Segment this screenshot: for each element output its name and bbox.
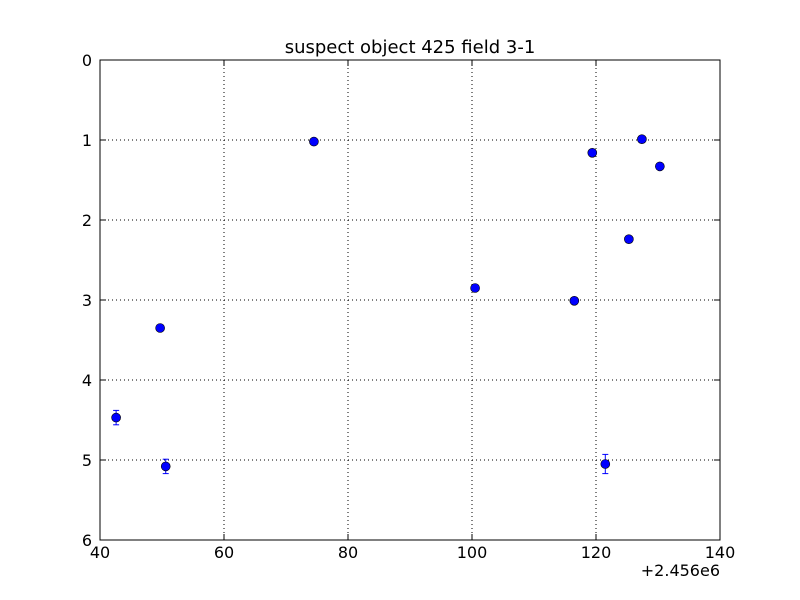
point	[569, 295, 580, 306]
plot-frame	[99, 59, 721, 541]
point	[600, 459, 611, 469]
x-tick-label: 40	[90, 543, 110, 562]
point	[655, 161, 665, 172]
y-tick-label: 5	[82, 451, 92, 470]
point	[309, 136, 319, 147]
y-tick-label: 0	[82, 51, 92, 70]
point	[470, 283, 480, 293]
point	[160, 461, 171, 472]
x-tick-label: 140	[705, 543, 736, 562]
point	[111, 412, 121, 423]
y-tick-label: 2	[82, 211, 92, 230]
y-tick-label: 3	[82, 291, 92, 310]
x-tick-label: 60	[214, 543, 234, 562]
y-tick-label: 4	[82, 371, 92, 390]
x-tick-label: 80	[338, 543, 358, 562]
point	[155, 323, 165, 333]
x-tick-label: 100	[457, 543, 488, 562]
y-tick-label: 6	[82, 531, 92, 550]
y-tick-label: 1	[82, 131, 92, 150]
point	[637, 134, 647, 144]
point	[587, 148, 598, 158]
chart-title: suspect object 425 field 3-1	[285, 37, 536, 58]
x-offset-label: +2.456e6	[641, 561, 720, 580]
point	[624, 234, 634, 244]
x-tick-label: 120	[581, 543, 612, 562]
